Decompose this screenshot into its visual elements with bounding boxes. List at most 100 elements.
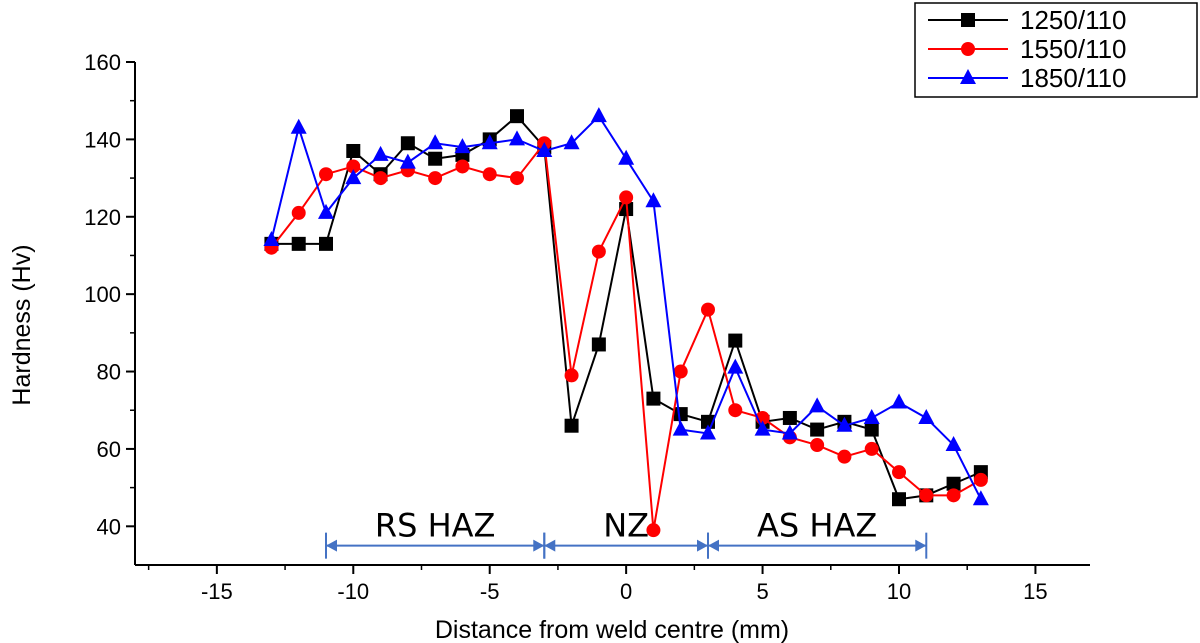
data-point [536,141,553,157]
legend-label: 1250/110 [1020,5,1127,35]
data-point [427,134,444,150]
data-point [701,302,715,317]
y-axis-title: Hardness (Hv) [8,244,36,405]
data-point [372,145,389,161]
data-point [346,159,361,174]
data-point [918,408,935,424]
data-point [291,205,306,220]
region-arrow-head [697,539,708,552]
data-point [946,476,961,491]
y-tick-label: 120 [84,205,121,230]
data-point [727,358,744,374]
axes [134,62,1090,566]
x-tick-label: -15 [201,579,233,604]
data-point [700,424,716,440]
data-point [319,167,333,182]
data-point [454,138,471,154]
series-3 [263,107,989,506]
y-tick-label: 100 [84,282,121,307]
data-point [591,337,606,352]
y-tick-label: 40 [97,514,121,539]
region-arrow-head [708,539,719,552]
data-point [618,149,635,165]
data-point [563,134,580,150]
data-point [973,472,988,487]
data-point [837,449,852,464]
data-point [972,490,989,506]
x-axis-title: Distance from weld centre (mm) [435,616,789,643]
data-point [318,203,334,219]
data-point [892,465,906,480]
region-arrow-head [533,539,545,552]
series-1 [264,109,988,507]
data-point [672,420,689,436]
region-label: NZ [603,507,649,545]
data-point [263,230,280,246]
data-point [346,143,361,158]
data-point [673,364,688,379]
x-tick-label: 0 [620,579,632,604]
data-point [754,420,771,436]
data-point [673,407,688,422]
data-point [345,169,362,185]
data-point [481,134,498,150]
data-point [810,438,825,453]
y-tick-label: 60 [97,437,121,462]
data-point [728,333,743,348]
region-arrow-head [326,539,337,552]
data-point [836,416,853,432]
data-point [646,391,661,406]
legend-marker [960,69,976,84]
data-point [945,436,962,452]
data-point [510,109,524,124]
data-point [946,488,961,503]
data-point [809,397,826,413]
data-point [400,136,415,151]
series-2 [264,136,988,538]
data-point [892,492,906,507]
data-point [428,171,443,186]
data-point [645,192,662,208]
region-arrow-head [915,539,927,552]
data-point [290,118,307,134]
data-point [864,422,879,437]
data-point [591,244,606,259]
y-tick-label: 160 [84,50,121,75]
x-tick-label: -5 [480,579,500,604]
data-point [781,424,798,440]
data-point [509,130,525,146]
data-point [399,153,416,169]
data-point [919,488,934,503]
y-tick-label: 140 [84,127,121,152]
data-point [590,107,607,123]
data-point [510,171,524,186]
legend-marker [961,42,975,56]
data-point [619,190,634,205]
x-tick-label: 15 [1023,579,1047,604]
data-point [564,418,579,433]
data-point [864,441,879,456]
legend-label: 1550/110 [1020,34,1127,64]
data-point [646,523,661,538]
x-tick-label: 5 [756,579,768,604]
data-point [428,151,443,166]
data-point [863,408,880,424]
data-point [373,171,388,186]
data-point [891,393,907,409]
region-arrow-head [544,539,556,552]
region-label: AS HAZ [757,507,877,545]
data-point [291,236,306,251]
x-tick-label: -10 [337,579,369,604]
data-point [455,159,470,174]
data-point [482,167,497,182]
region-label: RS HAZ [375,507,496,545]
y-tick-label: 80 [97,360,121,385]
legend-label: 1850/110 [1020,63,1127,93]
x-tick-label: 10 [887,579,911,604]
data-point [782,410,797,425]
data-point [564,368,579,383]
data-point [728,403,743,418]
data-point [810,422,825,437]
